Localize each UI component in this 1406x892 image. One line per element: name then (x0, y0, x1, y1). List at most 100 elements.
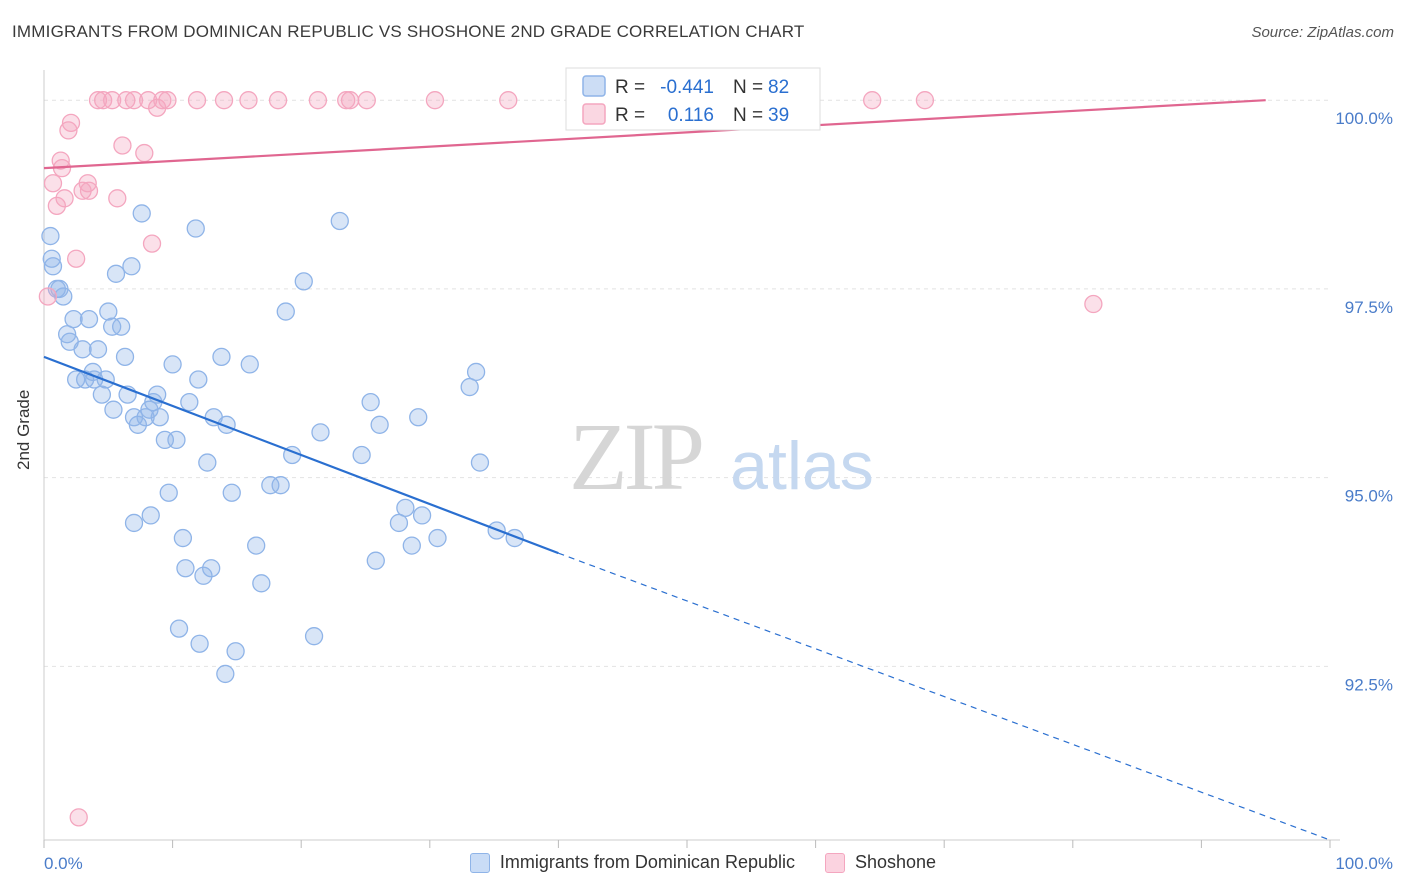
x-tick-label: 100.0% (1335, 854, 1393, 873)
point-dominican (104, 400, 123, 419)
point-dominican (294, 272, 313, 291)
point-dominican (470, 453, 490, 472)
y-tick-label: 92.5% (1345, 675, 1393, 694)
point-dominican (167, 430, 186, 450)
point-dominican (150, 408, 169, 427)
point-dominican (361, 393, 380, 412)
point-dominican (330, 211, 349, 231)
legend-item-dominican[interactable]: Immigrants from Dominican Republic (469, 852, 795, 873)
point-shoshone (158, 91, 177, 110)
point-dominican (252, 574, 271, 593)
point-shoshone (124, 91, 144, 110)
point-dominican (41, 226, 60, 246)
data-points (38, 91, 1103, 827)
point-dominican (276, 302, 295, 321)
point-dominican (79, 309, 99, 329)
point-dominican (202, 559, 221, 578)
y-tick-label: 100.0% (1335, 109, 1393, 128)
point-dominican (180, 393, 199, 412)
point-dominican (190, 634, 209, 653)
point-dominican (261, 476, 280, 495)
legend-n-value: 39 (768, 105, 789, 126)
point-shoshone (67, 249, 86, 268)
point-dominican (189, 370, 208, 389)
point-shoshone (337, 91, 356, 110)
point-dominican (222, 483, 241, 502)
point-shoshone (499, 91, 518, 110)
point-dominican (99, 302, 118, 321)
watermark: ZIP atlas (569, 403, 874, 510)
point-shoshone (47, 196, 67, 216)
point-shoshone (239, 91, 258, 110)
point-dominican (122, 257, 141, 276)
point-dominican (173, 528, 193, 548)
point-dominican (271, 476, 290, 495)
legend-swatch-blue (469, 852, 490, 873)
point-dominican (366, 551, 385, 570)
point-shoshone (863, 91, 882, 110)
point-shoshone (142, 234, 162, 253)
point-shoshone (117, 91, 136, 110)
point-dominican (352, 445, 371, 465)
grid-lines (44, 99, 1330, 667)
legend-n-label: N = (733, 77, 763, 98)
point-dominican (115, 347, 135, 367)
point-dominican (169, 619, 189, 638)
point-dominican (176, 559, 195, 578)
series-legend: Immigrants from Dominican Republic Shosh… (0, 852, 1406, 873)
point-dominican (106, 264, 126, 283)
point-shoshone (357, 91, 376, 110)
point-shoshone (268, 91, 288, 110)
point-shoshone (135, 143, 154, 163)
trend-line-dominican (43, 355, 559, 555)
point-dominican (247, 536, 266, 555)
chart-title: IMMIGRANTS FROM DOMINICAN REPUBLIC VS SH… (12, 22, 805, 41)
point-shoshone (308, 91, 328, 110)
legend-swatch-pink (825, 852, 845, 873)
tick-labels: 100.0% 97.5% 95.0% 92.5% 0.0% 100.0% (44, 109, 1393, 873)
point-dominican (428, 528, 447, 548)
legend-r-value: -0.441 (660, 77, 714, 98)
point-dominican (124, 513, 144, 533)
legend-r-label: R = (615, 105, 645, 126)
point-shoshone (113, 136, 132, 155)
point-shoshone (38, 287, 58, 306)
point-dominican (163, 355, 182, 374)
point-shoshone (1084, 294, 1103, 314)
point-dominican (186, 219, 205, 238)
point-dominican (460, 377, 479, 397)
trend-line-dominican-dashed (558, 552, 1331, 841)
point-dominican (194, 566, 213, 585)
point-dominican (92, 385, 112, 404)
point-dominican (226, 642, 245, 661)
legend-label-dominican: Immigrants from Dominican Republic (499, 852, 795, 872)
point-shoshone (61, 113, 81, 132)
point-dominican (54, 287, 73, 306)
legend-item-shoshone[interactable]: Shoshone (825, 852, 936, 873)
point-dominican (396, 498, 415, 517)
legend-n-label: N = (733, 105, 763, 126)
point-shoshone (78, 174, 97, 193)
legend-swatch (582, 75, 606, 97)
trend-line-shoshone (43, 99, 1266, 170)
point-shoshone (915, 91, 935, 110)
point-dominican (60, 332, 79, 351)
point-dominican (402, 536, 421, 555)
point-shoshone (340, 91, 360, 110)
point-dominican (198, 453, 217, 472)
point-dominican (409, 408, 428, 427)
point-shoshone (55, 189, 74, 208)
point-shoshone (69, 808, 88, 827)
legend-box (565, 67, 821, 131)
point-shoshone (88, 91, 108, 110)
point-shoshone (51, 151, 70, 170)
legend-swatch (582, 103, 606, 125)
point-dominican (466, 362, 486, 382)
point-dominican (132, 204, 151, 223)
point-shoshone (79, 181, 99, 200)
point-dominican (216, 664, 235, 684)
point-dominican (412, 506, 432, 525)
legend-n-value: 82 (768, 77, 789, 98)
point-shoshone (187, 91, 207, 110)
point-dominican (212, 347, 231, 367)
